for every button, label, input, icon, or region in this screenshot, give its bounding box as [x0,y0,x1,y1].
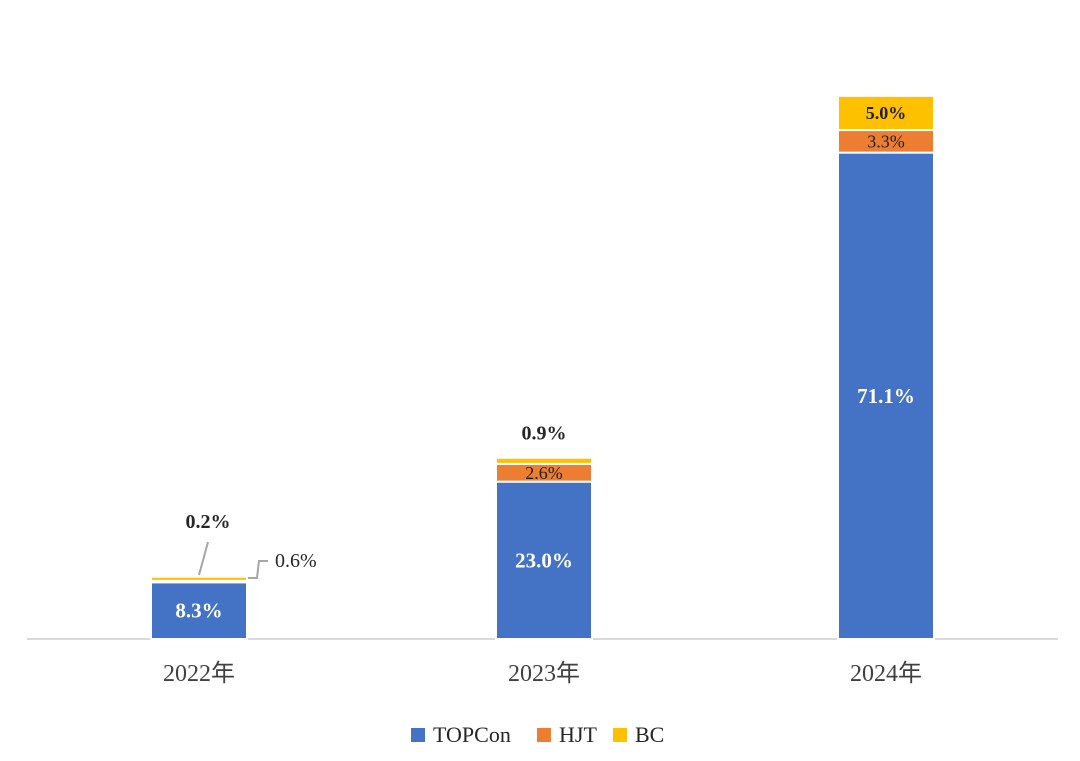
data-label-bc-2: 5.0% [866,103,907,123]
legend-swatch-hjt [537,728,551,742]
x-tick-label-0: 2022年 [163,660,235,687]
data-label-bc-1: 0.9% [522,423,567,445]
bar-topcon-2 [837,151,935,640]
x-tick-label-2: 2024年 [850,660,922,687]
data-label-bc-0: 0.6% [275,550,317,572]
legend-label-topcon: TOPCon [433,722,511,747]
bar-topcon-0 [150,581,248,640]
bar-bc-0 [150,575,248,582]
leader-line-bc-0 [248,560,268,579]
bar-topcon-1 [495,480,593,640]
data-label-hjt-0: 0.2% [186,511,231,533]
x-tick-label-1: 2023年 [508,660,580,687]
data-label-hjt-2: 3.3% [867,131,905,151]
legend-label-hjt: HJT [559,722,597,747]
legend-swatch-bc [613,728,627,742]
data-label-topcon-2: 71.1% [857,384,915,408]
bar-bc-2 [837,94,935,132]
leader-line-hjt-0 [198,541,209,576]
bar-bc-1 [495,456,593,465]
legend-swatch-topcon [411,728,425,742]
data-label-topcon-0: 8.3% [175,599,222,623]
legend-label-bc: BC [635,722,664,747]
data-label-topcon-1: 23.0% [515,548,573,572]
data-label-hjt-1: 2.6% [525,463,563,483]
